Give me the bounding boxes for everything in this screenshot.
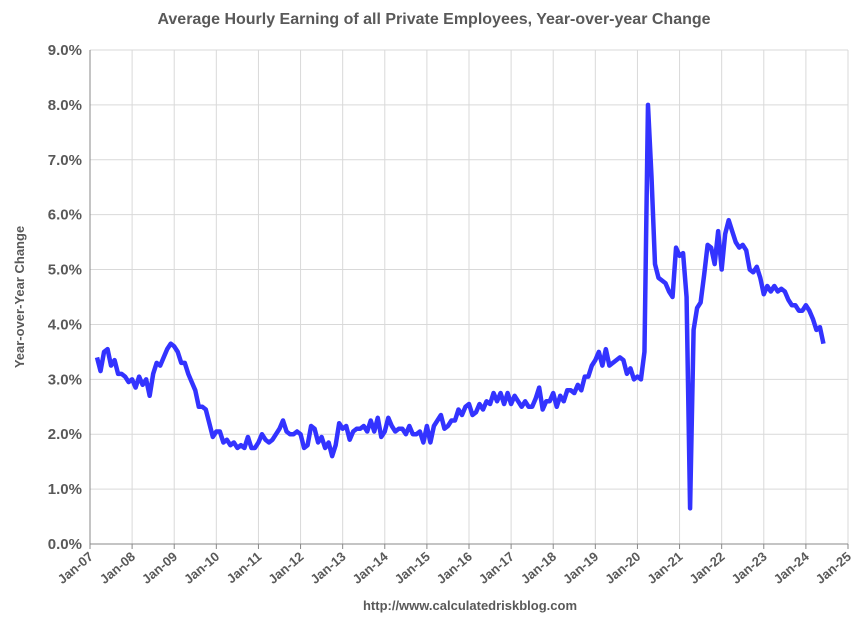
x-tick-label: Jan-23 (729, 549, 770, 587)
x-tick-label: Jan-15 (392, 549, 433, 587)
y-tick-label: 3.0% (48, 371, 82, 388)
y-tick-label: 7.0% (48, 152, 82, 169)
y-tick-label: 9.0% (48, 42, 82, 59)
x-tick-label: Jan-16 (434, 549, 475, 587)
y-axis-label: Year-over-Year Change (12, 226, 27, 368)
y-tick-label: 4.0% (48, 316, 82, 333)
data-line (94, 102, 826, 511)
y-tick-label: 2.0% (48, 426, 82, 443)
x-tick-label: Jan-09 (139, 549, 180, 587)
x-tick-label: Jan-21 (644, 549, 685, 587)
x-tick-label: Jan-24 (771, 548, 813, 586)
chart-title: Average Hourly Earning of all Private Em… (157, 11, 710, 28)
y-tick-label: 6.0% (48, 207, 82, 224)
x-tick-label: Jan-10 (181, 549, 222, 587)
x-tick-label: Jan-22 (686, 549, 727, 587)
x-tick-label: Jan-14 (350, 548, 392, 586)
x-tick-label: Jan-13 (307, 549, 348, 587)
x-tick-label: Jan-20 (602, 549, 643, 587)
x-tick-label: Jan-18 (518, 549, 559, 587)
x-tick-label: Jan-08 (97, 549, 138, 587)
x-tick-label: Jan-19 (560, 549, 601, 587)
x-tick-label: Jan-12 (265, 549, 306, 587)
x-tick-label: Jan-17 (476, 549, 517, 587)
y-tick-label: 5.0% (48, 262, 82, 279)
x-tick-label: Jan-07 (55, 549, 96, 587)
x-tick-label: Jan-25 (813, 549, 854, 587)
y-tick-label: 8.0% (48, 97, 82, 114)
x-tick-label: Jan-11 (224, 549, 265, 587)
source: http://www.calculatedriskblog.com (363, 598, 577, 613)
y-tick-label: 1.0% (48, 481, 82, 498)
y-tick-label: 0.0% (48, 536, 82, 553)
